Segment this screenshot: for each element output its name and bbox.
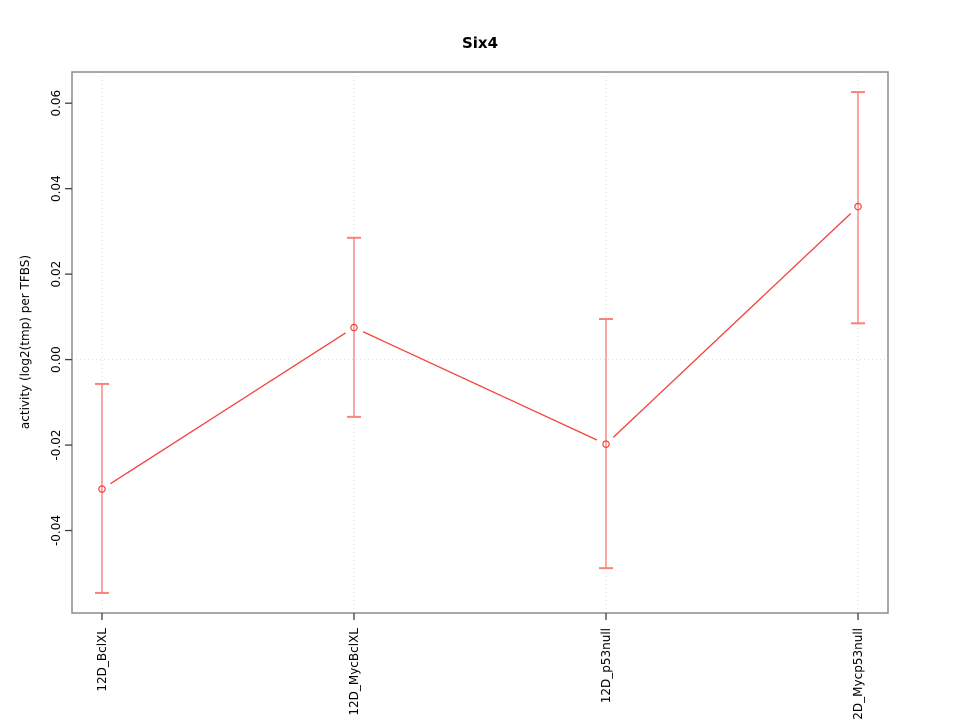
y-axis-title: activity (log2(tmp) per TFBS) bbox=[18, 254, 32, 430]
plot-box bbox=[71, 71, 889, 614]
data-point bbox=[98, 485, 106, 493]
x-tick-label: 12D_Mycp53null bbox=[851, 628, 865, 720]
x-tick-label: 12D_BclXL bbox=[95, 628, 109, 692]
chart-title: Six4 bbox=[461, 34, 499, 52]
y-tick-label: -0.04 bbox=[49, 515, 63, 546]
y-tick-label: 0.02 bbox=[49, 261, 63, 288]
data-point bbox=[602, 440, 610, 449]
y-tick-label: 0.04 bbox=[49, 175, 63, 202]
y-tick-label: -0.02 bbox=[49, 430, 63, 461]
y-tick-label: 0.06 bbox=[49, 90, 63, 117]
data-point bbox=[854, 202, 862, 211]
series-segment bbox=[362, 331, 598, 441]
series-segment bbox=[612, 212, 852, 438]
y-tick-label: 0.00 bbox=[49, 346, 63, 373]
x-tick-label: 12D_p53null bbox=[599, 628, 613, 703]
series-segment bbox=[110, 332, 346, 485]
x-tick-label: 12D_MycBclXL bbox=[347, 628, 361, 716]
data-point bbox=[350, 323, 358, 332]
